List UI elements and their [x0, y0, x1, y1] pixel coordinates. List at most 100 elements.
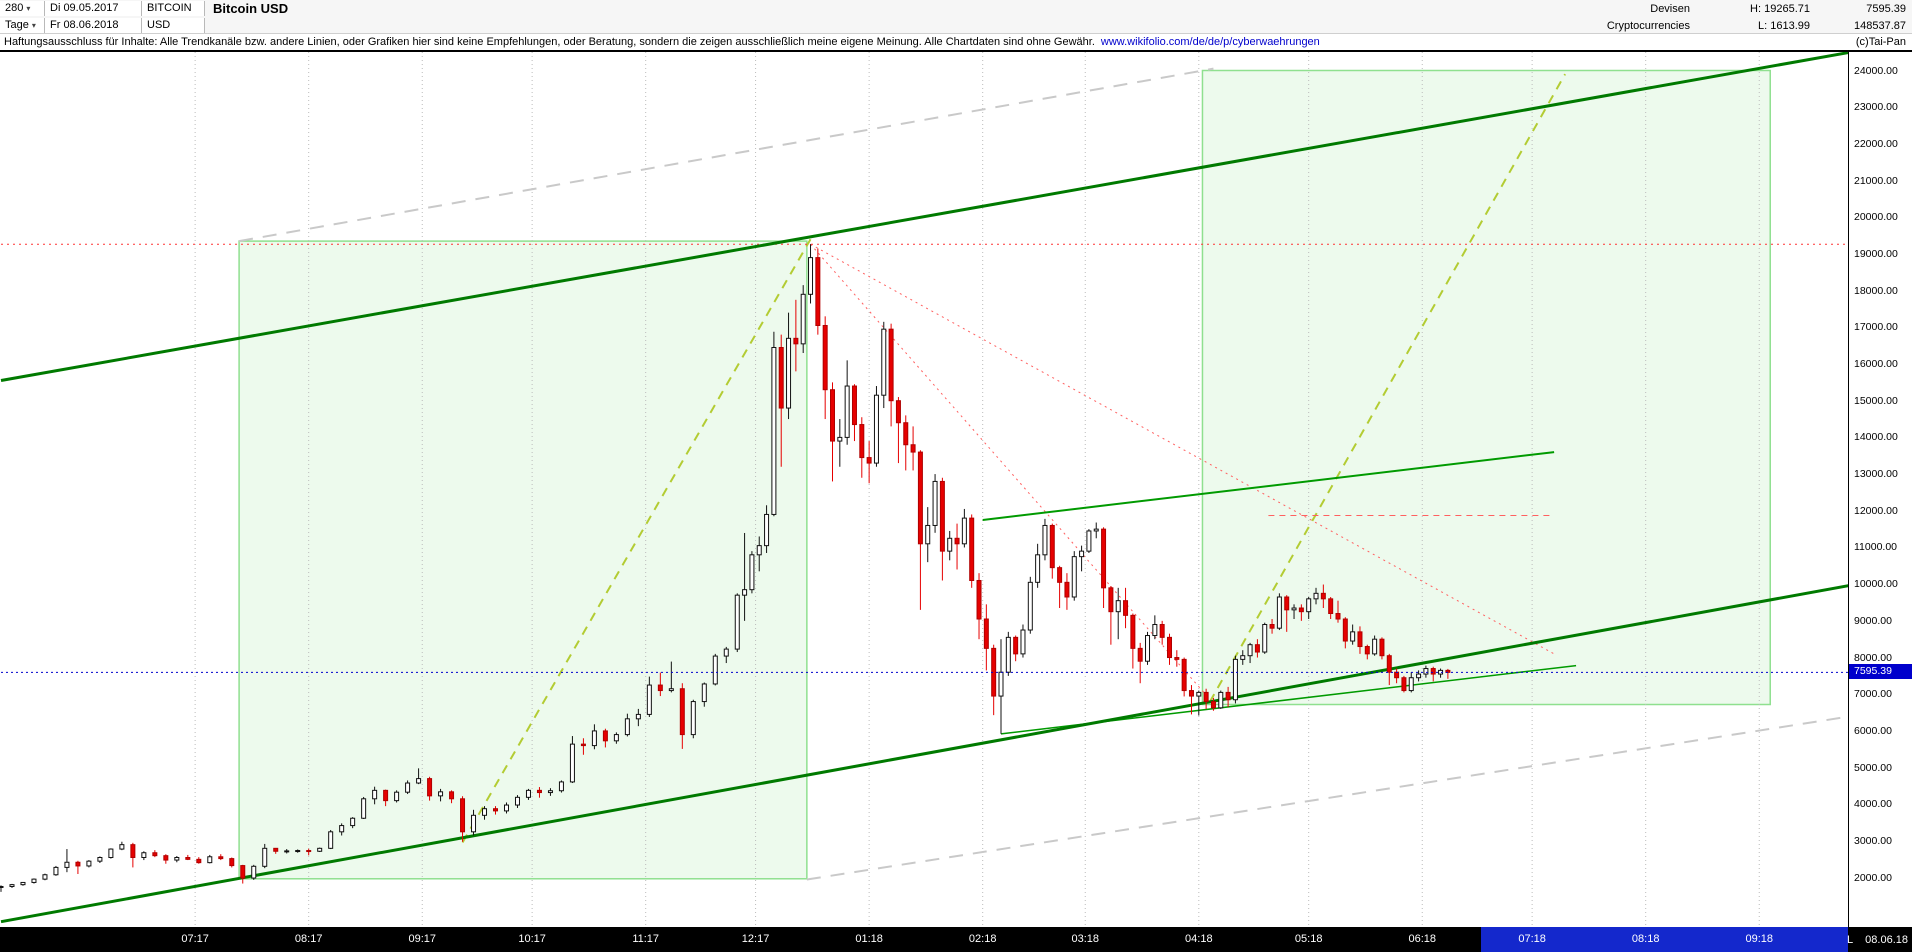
candle-body: [525, 789, 531, 798]
price-axis-label: 6000.00: [1854, 724, 1892, 737]
candle-body: [591, 730, 597, 747]
candle-body: [723, 648, 729, 657]
candle-body: [185, 857, 191, 860]
candle-body: [1262, 624, 1268, 653]
candle-body: [910, 444, 916, 453]
price-axis-label: 12000.00: [1854, 504, 1898, 517]
date-from-field[interactable]: Di 09.05.2017: [45, 1, 142, 16]
date-to-field[interactable]: Fr 08.06.2018: [45, 18, 142, 33]
candle-body: [273, 847, 279, 852]
time-axis-label: 11:17: [632, 933, 660, 945]
current-price-tag: 7595.39: [1849, 664, 1912, 680]
candle-body: [712, 655, 718, 685]
candle-body: [427, 778, 433, 797]
price-axis-label: 7000.00: [1854, 688, 1892, 701]
chart-header: 280 ▾ Di 09.05.2017 BITCOIN Bitcoin USD …: [0, 0, 1912, 34]
chevron-down-icon: ▾: [26, 4, 31, 13]
candle-body: [1027, 581, 1033, 631]
candle-body: [580, 743, 586, 747]
instrument-title: Bitcoin USD: [213, 1, 289, 16]
time-axis-label: 04:18: [1185, 933, 1213, 945]
candle-body: [1166, 636, 1172, 659]
price-axis-label: 3000.00: [1854, 834, 1892, 847]
candle-body: [1350, 631, 1356, 642]
candle-body: [1335, 613, 1341, 620]
candle-body: [1035, 554, 1041, 583]
candle-body: [1269, 624, 1275, 629]
candle-body: [947, 537, 953, 552]
price-axis-label: 14000.00: [1854, 431, 1898, 444]
candle-body: [482, 808, 488, 816]
range-low: L: 1613.99: [1757, 19, 1810, 32]
candle-body: [1328, 598, 1334, 615]
candle-body: [1188, 690, 1194, 697]
candle-body: [130, 844, 136, 859]
currency-field[interactable]: USD: [142, 18, 205, 33]
time-axis-label: 07:17: [181, 933, 209, 945]
candle-body: [207, 856, 213, 864]
candle-body: [954, 537, 960, 545]
candle-body: [229, 858, 235, 867]
time-axis-label: 05:18: [1294, 933, 1323, 945]
period-value: Tage: [5, 19, 29, 31]
candle-body: [837, 436, 843, 442]
candle-body: [1284, 596, 1290, 611]
candle-body: [317, 847, 323, 852]
symbol-field[interactable]: BITCOIN: [142, 1, 205, 16]
candle-body: [1306, 598, 1312, 613]
bars-count-value: 280: [5, 2, 24, 14]
price-chart-svg[interactable]: [0, 52, 1848, 927]
candle-body: [86, 860, 92, 867]
candle-body: [471, 814, 477, 833]
price-axis-label: 17000.00: [1854, 321, 1898, 334]
candle-body: [405, 782, 411, 793]
candle-body: [1254, 644, 1260, 653]
candle-body: [306, 850, 312, 853]
candle-body: [888, 328, 894, 402]
candle-body: [998, 671, 1004, 697]
wikifolio-link[interactable]: www.wikifolio.com/de/de/p/cyberwaehrunge…: [1100, 36, 1320, 48]
price-axis-label: 16000.00: [1854, 358, 1898, 371]
candle-body: [152, 852, 158, 857]
candle-body: [925, 524, 931, 545]
candle-body: [108, 848, 114, 859]
price-axis-label: 15000.00: [1854, 394, 1898, 407]
candle-body: [1020, 629, 1026, 655]
candle-body: [764, 513, 770, 547]
period-dropdown[interactable]: Tage ▾: [0, 18, 45, 33]
candle-body: [1430, 668, 1436, 675]
candle-body: [808, 257, 814, 295]
candle-body: [383, 789, 389, 802]
candle-body: [1298, 607, 1304, 613]
candle-body: [1152, 624, 1158, 637]
bars-count-dropdown[interactable]: 280 ▾: [0, 1, 45, 16]
candle-body: [851, 385, 857, 426]
rally-dashed-2017-trendline: [461, 238, 812, 843]
candle-body: [438, 791, 444, 797]
candle-body: [939, 480, 945, 552]
candle-body: [917, 451, 923, 545]
candle-body: [1108, 587, 1114, 613]
candle-body: [1071, 556, 1077, 598]
candle-body: [895, 400, 901, 424]
disclaimer-text: Haftungsausschluss für Inhalte: Alle Tre…: [4, 36, 1095, 48]
secondary-value: 148537.87: [1854, 19, 1906, 32]
candle-body: [240, 865, 246, 879]
price-axis-label: 24000.00: [1854, 64, 1898, 77]
candle-body: [1372, 638, 1378, 655]
candle-body: [1379, 638, 1385, 657]
candle-body: [361, 798, 367, 819]
candle-body: [1225, 691, 1231, 701]
candle-body: [668, 688, 674, 692]
candle-body: [460, 798, 466, 833]
candle-body: [734, 594, 740, 650]
candle-body: [1416, 673, 1422, 679]
candle-body: [778, 347, 784, 409]
candle-body: [1232, 658, 1238, 701]
candle-body: [866, 457, 872, 464]
candle-body: [493, 808, 499, 812]
rally-dashed-2018-trendline: [1208, 73, 1566, 703]
candle-body: [613, 734, 619, 742]
candle-body: [1057, 567, 1063, 583]
candle-body: [800, 293, 806, 345]
